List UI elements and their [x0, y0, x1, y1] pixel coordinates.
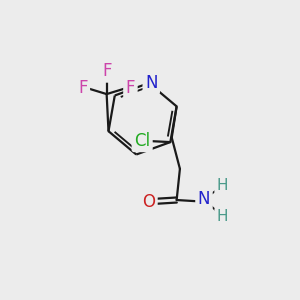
Text: N: N	[145, 74, 158, 92]
Text: N: N	[198, 190, 210, 208]
Text: H: H	[217, 209, 228, 224]
Text: H: H	[217, 178, 228, 193]
Text: Cl: Cl	[134, 132, 150, 150]
Text: F: F	[126, 79, 135, 97]
Text: F: F	[78, 79, 88, 97]
Text: O: O	[142, 193, 155, 211]
Text: F: F	[102, 62, 111, 80]
